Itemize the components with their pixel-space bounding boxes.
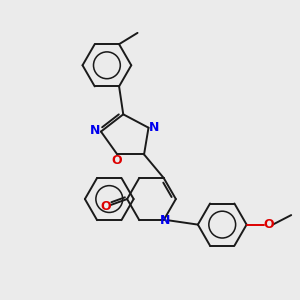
Text: N: N — [160, 214, 170, 227]
Text: O: O — [264, 218, 274, 231]
Text: O: O — [111, 154, 122, 167]
Text: O: O — [100, 200, 111, 213]
Text: N: N — [149, 121, 160, 134]
Text: N: N — [90, 124, 100, 137]
